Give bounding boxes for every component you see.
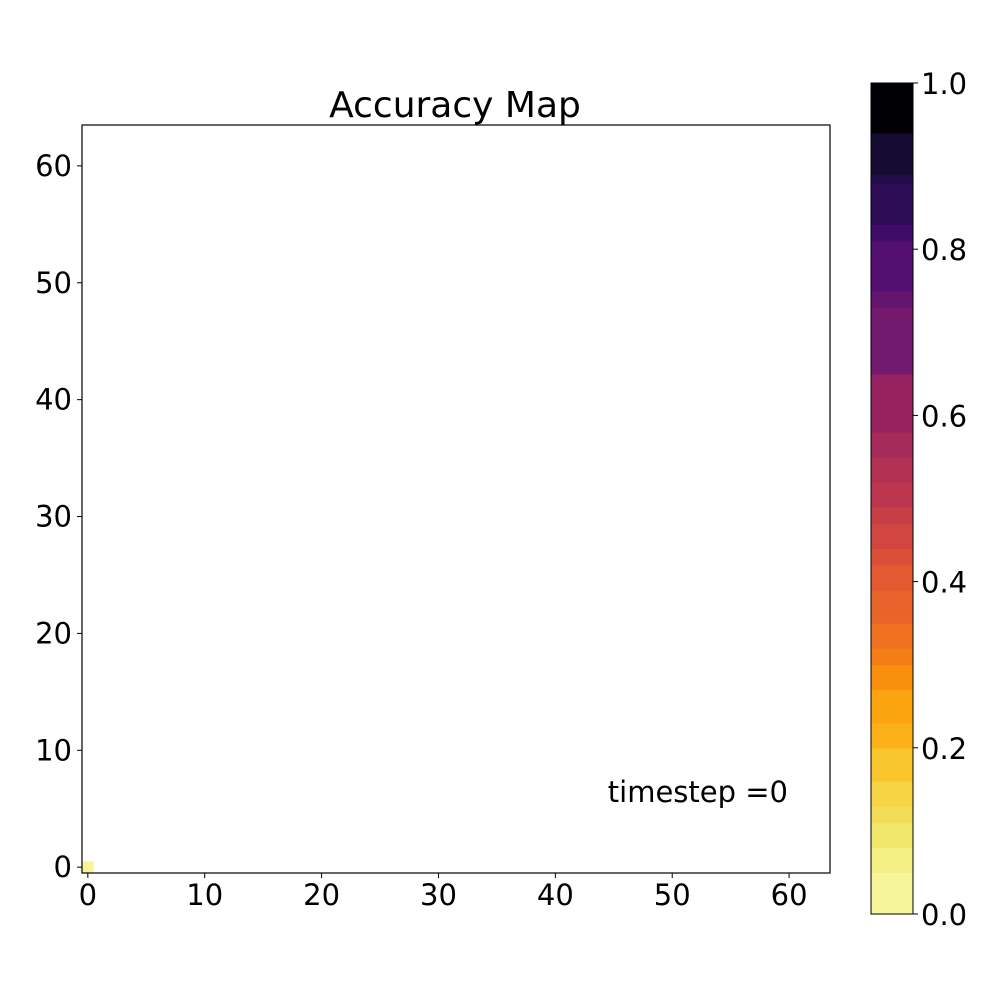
y-tick-label: 50 — [35, 266, 72, 300]
colorbar-band — [871, 689, 913, 724]
colorbar-band — [871, 781, 913, 807]
colorbar-band — [871, 83, 913, 134]
colorbar-band — [871, 664, 913, 691]
colorbar-bands — [871, 83, 913, 915]
colorbar-band — [871, 373, 913, 433]
colorbar-band — [871, 564, 913, 591]
colorbar-band — [871, 747, 913, 782]
colorbar-band — [871, 872, 913, 915]
y-tick-label: 30 — [35, 500, 72, 534]
colorbar-tick-label: 0.4 — [921, 566, 967, 600]
colorbar-band — [871, 548, 913, 566]
colorbar-band — [871, 182, 913, 225]
colorbar-band — [871, 523, 913, 549]
colorbar-band — [871, 822, 913, 849]
y-tick-label: 10 — [35, 733, 72, 767]
colorbar-band — [871, 290, 913, 308]
colorbar-band — [871, 432, 913, 458]
colorbar-tick-label: 0.0 — [921, 898, 967, 932]
x-axis: 0 10 20 30 40 50 60 — [79, 873, 808, 912]
colorbar-band — [871, 481, 913, 508]
colorbar-tick-label: 0.8 — [921, 233, 967, 267]
heatmap-cells — [82, 861, 94, 873]
colorbar-band — [871, 589, 913, 624]
y-tick-label: 40 — [35, 383, 72, 417]
timestep-annotation: timestep =0 — [608, 775, 788, 809]
colorbar-band — [871, 805, 913, 824]
colorbar-band — [871, 240, 913, 292]
colorbar-band — [871, 456, 913, 483]
colorbar-band — [871, 648, 913, 666]
colorbar-band — [871, 847, 913, 874]
colorbar-band — [871, 722, 913, 749]
chart-title: Accuracy Map — [329, 85, 581, 126]
colorbar: 0.0 0.2 0.4 0.6 0.8 1.0 — [870, 67, 967, 932]
y-axis: 0 10 20 30 40 50 60 — [35, 149, 82, 884]
colorbar-tick-label: 1.0 — [921, 67, 967, 101]
colorbar-band — [871, 506, 913, 525]
x-tick-label: 50 — [654, 878, 691, 912]
plot-area — [81, 124, 831, 874]
heatmap-cell — [82, 861, 94, 873]
x-tick-label: 10 — [186, 878, 223, 912]
y-tick-label: 20 — [35, 616, 72, 650]
colorbar-tick-label: 0.6 — [921, 399, 967, 433]
colorbar-tick-label: 0.2 — [921, 732, 967, 766]
colorbar-ticks: 0.0 0.2 0.4 0.6 0.8 1.0 — [913, 67, 967, 932]
colorbar-band — [871, 132, 913, 176]
x-tick-label: 60 — [771, 878, 808, 912]
x-tick-label: 20 — [303, 878, 340, 912]
plot-background — [82, 125, 830, 873]
colorbar-frame — [870, 82, 914, 915]
x-tick-label: 30 — [420, 878, 457, 912]
plot-frame — [81, 124, 831, 874]
x-tick-label: 0 — [79, 878, 97, 912]
y-tick-label: 60 — [35, 149, 72, 183]
colorbar-band — [871, 224, 913, 242]
x-tick-label: 40 — [537, 878, 574, 912]
colorbar-band — [871, 174, 913, 184]
colorbar-band — [871, 623, 913, 649]
colorbar-band — [871, 307, 913, 375]
y-tick-label: 0 — [54, 850, 72, 884]
